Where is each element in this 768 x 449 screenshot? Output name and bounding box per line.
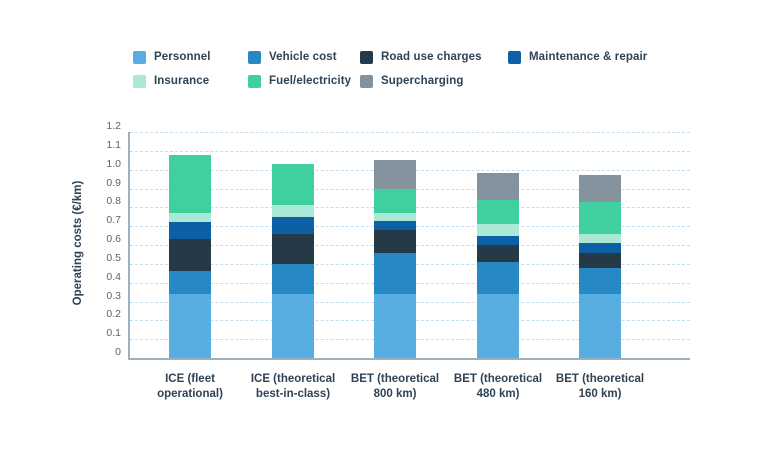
x-tick-label-line: 800 km) — [373, 388, 417, 400]
bar-segment — [477, 224, 519, 236]
legend-swatch-icon — [508, 50, 521, 64]
bar-segment — [169, 239, 211, 272]
legend-item: Insurance — [133, 74, 248, 88]
bar-segment — [477, 261, 519, 294]
bar-segment — [579, 293, 621, 358]
x-tick-label-line: 160 km) — [578, 388, 622, 400]
bar-segment — [374, 160, 416, 189]
bar-segment — [579, 252, 621, 268]
y-tick-label: 0.7 — [106, 214, 121, 227]
bar-segment — [374, 213, 416, 221]
legend-item: Maintenance & repair — [508, 50, 647, 64]
x-tick-label-line: ICE (fleet — [165, 373, 215, 385]
bar-segment — [272, 205, 314, 217]
y-tick-label: 0.6 — [106, 233, 121, 245]
x-tick-label-line: 480 km) — [476, 388, 520, 400]
bar-segment — [374, 229, 416, 253]
legend-swatch-icon — [248, 50, 261, 64]
legend-label: Insurance — [154, 75, 210, 87]
legend-label: Maintenance & repair — [529, 51, 648, 63]
x-tick-label: BET (theoretical 160 km) — [540, 372, 660, 402]
y-tick-label: 0.5 — [106, 251, 121, 264]
bar-segment — [579, 243, 621, 253]
y-axis-title: Operating costs (€/km) — [72, 180, 84, 306]
gridline-1.1 — [130, 150, 690, 152]
bar-segment — [374, 188, 416, 213]
bar-segment — [579, 175, 621, 202]
legend-swatch-icon — [133, 74, 146, 88]
bar-segment — [272, 233, 314, 264]
y-tick-label: 0.2 — [106, 308, 121, 321]
legend-item: Vehicle cost — [248, 50, 360, 64]
legend-label: Fuel/electricity — [269, 75, 352, 87]
legend-label: Supercharging — [381, 75, 464, 87]
y-tick-label: 0.8 — [106, 195, 121, 208]
bar-segment — [272, 164, 314, 206]
bar-segment — [272, 293, 314, 358]
legend-item: Road use charges — [360, 50, 508, 64]
legend-label: Road use charges — [381, 51, 482, 63]
chart-legend: Personnel Vehicle cost Road use charges Mai… — [133, 50, 647, 88]
x-tick-label-line: ICE (theoretical — [250, 373, 336, 385]
y-tick-label: 1.2 — [106, 120, 121, 132]
bar-segment — [579, 267, 621, 294]
bar-segment — [477, 235, 519, 245]
bar-segment — [477, 245, 519, 262]
y-tick-label: 0 — [115, 346, 121, 358]
bar-segment — [169, 271, 211, 294]
y-tick-label: 0.3 — [106, 289, 121, 302]
legend-swatch-icon — [133, 50, 146, 64]
bar-segment — [169, 154, 211, 213]
x-tick-label: BET (theoretical 480 km) — [438, 372, 558, 402]
bar-segment — [579, 201, 621, 234]
y-tick-label: 0.9 — [106, 176, 121, 189]
legend-label: Personnel — [154, 51, 211, 63]
legend-item: Fuel/electricity — [248, 74, 360, 88]
bar-segment — [374, 293, 416, 358]
x-tick-label: ICE (fleet operational) — [130, 372, 250, 402]
legend-item: Personnel — [133, 50, 248, 64]
x-tick-label: BET (theoretical 800 km) — [335, 372, 455, 402]
bar-segment — [169, 293, 211, 358]
legend-item: Supercharging — [360, 74, 508, 88]
legend-swatch-icon — [360, 74, 373, 88]
x-tick-label-line: operational) — [157, 388, 223, 400]
bar-segment — [374, 252, 416, 294]
bar-segment — [272, 263, 314, 294]
x-tick-label-line: BET (theoretical — [555, 373, 645, 385]
y-tick-label: 0.4 — [106, 270, 121, 283]
x-tick-label-line: best-in-class) — [255, 388, 331, 400]
y-tick-label: 0.1 — [106, 327, 121, 340]
legend-swatch-icon — [248, 74, 261, 88]
x-tick-label: ICE (theoretical best-in-class) — [233, 372, 353, 402]
y-tick-label: 1.1 — [106, 138, 121, 151]
legend-swatch-icon — [360, 50, 373, 64]
gridline-1.2 — [130, 132, 690, 133]
bar-segment — [169, 213, 211, 223]
legend-label: Vehicle cost — [269, 51, 337, 63]
x-tick-label-line: BET (theoretical — [453, 373, 543, 385]
y-tick-label: 1.0 — [106, 157, 121, 170]
bar-segment — [374, 220, 416, 230]
bar-segment — [579, 233, 621, 244]
plot-area: 0 0.1 0.2 0.3 0.4 0.5 0.6 0.7 0.8 0.9 1.0 1.1 1.2 ICE… — [106, 120, 690, 400]
bar-segment — [477, 173, 519, 200]
x-tick-label-line: BET (theoretical — [350, 373, 440, 385]
bar-segment — [477, 293, 519, 358]
bar-segment — [272, 216, 314, 234]
bar-segment — [477, 199, 519, 225]
bar-segment — [169, 222, 211, 240]
